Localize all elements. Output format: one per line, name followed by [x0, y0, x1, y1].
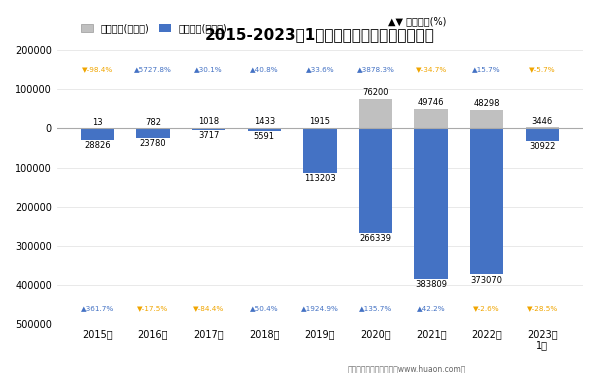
Text: ▲1924.9%: ▲1924.9%	[301, 305, 339, 311]
Text: ▼-2.6%: ▼-2.6%	[474, 305, 500, 311]
Text: ▲33.6%: ▲33.6%	[306, 66, 334, 72]
Text: 266339: 266339	[359, 234, 392, 243]
Bar	[192, 128, 225, 130]
Text: 782: 782	[145, 117, 161, 126]
Text: ▲50.4%: ▲50.4%	[250, 305, 279, 311]
Text: ▼-28.5%: ▼-28.5%	[527, 305, 558, 311]
Bar	[470, 110, 504, 128]
Text: 5591: 5591	[254, 132, 274, 141]
Text: ▲3878.3%: ▲3878.3%	[356, 66, 395, 72]
Text: ▲361.7%: ▲361.7%	[81, 305, 114, 311]
Bar	[359, 128, 392, 233]
Bar	[470, 128, 504, 275]
Text: 48298: 48298	[474, 99, 500, 108]
Bar	[81, 128, 114, 140]
Text: 3717: 3717	[198, 131, 219, 141]
Text: 1018: 1018	[198, 117, 219, 126]
Bar	[414, 109, 448, 128]
Text: 制图：华经产业研究院（www.huaon.com）: 制图：华经产业研究院（www.huaon.com）	[347, 364, 466, 373]
Text: ▼-98.4%: ▼-98.4%	[82, 66, 113, 72]
Text: 13: 13	[92, 118, 103, 127]
Text: 23780: 23780	[140, 139, 166, 148]
Bar	[136, 128, 170, 138]
Bar	[303, 128, 337, 173]
Text: 373070: 373070	[471, 276, 503, 285]
Text: 30922: 30922	[529, 142, 556, 151]
Bar	[526, 127, 559, 128]
Legend: 出口总额(万美元), 进口总额(万美元): 出口总额(万美元), 进口总额(万美元)	[77, 19, 231, 37]
Text: 383809: 383809	[415, 280, 447, 289]
Text: 49746: 49746	[418, 98, 444, 107]
Text: 28826: 28826	[84, 141, 111, 150]
Text: ▲42.2%: ▲42.2%	[417, 305, 446, 311]
Bar	[359, 98, 392, 128]
Title: 2015-2023年1月海口综合保税区进、出口额: 2015-2023年1月海口综合保税区进、出口额	[205, 27, 435, 42]
Text: ▲5727.8%: ▲5727.8%	[134, 66, 172, 72]
Text: ▼-34.7%: ▼-34.7%	[416, 66, 447, 72]
Text: ▲135.7%: ▲135.7%	[359, 305, 392, 311]
Text: ▲40.8%: ▲40.8%	[250, 66, 279, 72]
Text: ▼-5.7%: ▼-5.7%	[529, 66, 556, 72]
Bar	[414, 128, 448, 279]
Text: 3446: 3446	[532, 116, 553, 125]
Bar	[248, 128, 281, 131]
Text: ▲30.1%: ▲30.1%	[194, 66, 223, 72]
Text: 1915: 1915	[309, 117, 330, 126]
Text: ▲15.7%: ▲15.7%	[472, 66, 501, 72]
Text: ▼-17.5%: ▼-17.5%	[138, 305, 169, 311]
Bar	[526, 128, 559, 141]
Text: 76200: 76200	[362, 88, 389, 97]
Text: 1433: 1433	[254, 117, 275, 126]
Text: ▲▼ 同比增速(%): ▲▼ 同比增速(%)	[388, 16, 447, 26]
Text: 113203: 113203	[304, 174, 335, 183]
Text: ▼-84.4%: ▼-84.4%	[193, 305, 224, 311]
